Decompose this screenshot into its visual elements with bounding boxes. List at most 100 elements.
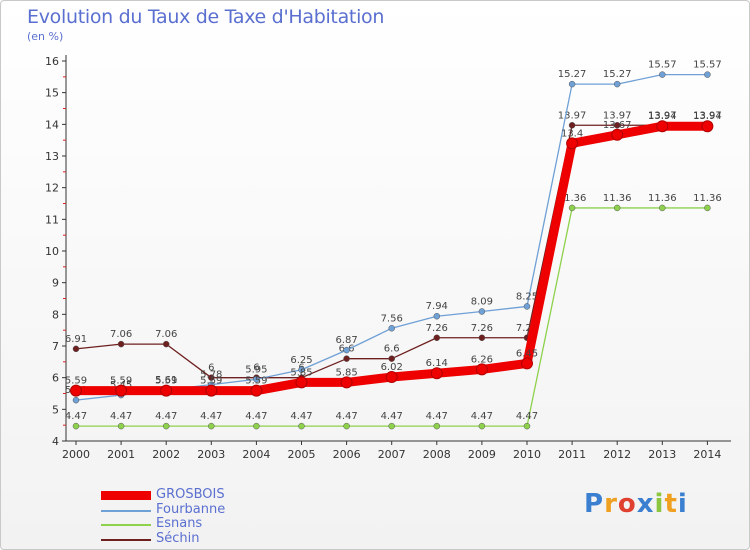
data-label-grosbois: 6.14	[426, 358, 448, 369]
data-point-grosbois	[656, 120, 669, 133]
data-label-fourbanne: 6.87	[335, 335, 357, 346]
data-label-fourbanne: 6.25	[290, 355, 312, 366]
legend-swatch-grosbois	[101, 491, 151, 500]
data-point-esnans	[523, 422, 531, 430]
x-tick-label: 2011	[558, 448, 586, 461]
data-point-grosbois	[385, 371, 398, 384]
data-point-fourbanne	[568, 80, 576, 88]
data-point-esnans	[704, 204, 711, 212]
data-label-grosbois: 5.85	[290, 367, 312, 378]
data-point-s-chin	[478, 334, 486, 342]
y-tick-label: 14	[45, 118, 59, 131]
data-label-s-chin: 7.26	[516, 323, 538, 334]
data-point-fourbanne	[613, 80, 621, 88]
data-point-esnans	[388, 422, 395, 430]
data-label-grosbois: 5.59	[245, 376, 267, 387]
data-label-esnans: 4.47	[155, 411, 177, 422]
data-label-fourbanne: 5.61	[155, 375, 177, 386]
data-label-s-chin: 13.97	[603, 110, 632, 121]
data-label-s-chin: 13.97	[693, 110, 722, 121]
data-label-grosbois: 13.94	[693, 111, 722, 122]
y-tick-label: 4	[52, 435, 59, 448]
data-point-esnans	[613, 204, 621, 212]
data-label-grosbois: 13.4	[561, 128, 583, 139]
data-point-s-chin	[117, 340, 125, 348]
y-tick-label: 9	[52, 277, 59, 290]
legend-swatch-fourbanne	[101, 509, 151, 512]
data-label-s-chin: 6.91	[65, 334, 87, 345]
data-point-grosbois	[475, 363, 488, 376]
data-point-fourbanne	[659, 71, 666, 78]
data-point-fourbanne	[343, 346, 350, 354]
data-label-esnans: 4.47	[290, 411, 312, 422]
x-tick-label: 2004	[242, 448, 270, 461]
data-point-s-chin	[388, 355, 395, 362]
data-label-esnans: 11.36	[558, 193, 587, 204]
data-label-esnans: 11.36	[603, 193, 632, 204]
data-label-s-chin: 6.6	[384, 344, 400, 355]
data-point-esnans	[162, 422, 170, 430]
data-point-grosbois	[611, 128, 624, 141]
data-label-esnans: 4.47	[245, 411, 267, 422]
data-label-s-chin: 7.26	[426, 323, 448, 334]
data-label-grosbois: 5.59	[110, 376, 132, 387]
data-label-s-chin: 13.97	[558, 110, 587, 121]
legend-label-grosbois: GROSBOIS	[156, 487, 225, 502]
x-tick-label: 2000	[62, 448, 90, 461]
x-tick-label: 2010	[513, 448, 541, 461]
data-point-grosbois	[701, 120, 714, 133]
x-tick-label: 2009	[468, 448, 496, 461]
data-label-fourbanne: 5.95	[245, 364, 267, 375]
legend-label-fourbanne: Fourbanne	[156, 501, 226, 517]
data-point-grosbois	[340, 376, 353, 389]
data-point-esnans	[208, 422, 215, 430]
data-label-esnans: 4.47	[471, 411, 493, 422]
data-label-esnans: 4.47	[200, 411, 222, 422]
data-point-fourbanne	[388, 325, 395, 332]
x-tick-label: 2013	[648, 448, 676, 461]
data-point-grosbois	[115, 384, 128, 397]
data-label-fourbanne: 8.09	[471, 296, 493, 307]
data-point-esnans	[568, 204, 576, 212]
data-label-grosbois: 6.26	[471, 354, 493, 365]
data-label-esnans: 11.36	[693, 193, 722, 204]
data-point-s-chin	[568, 122, 576, 129]
data-point-esnans	[253, 422, 260, 430]
data-point-esnans	[117, 422, 125, 430]
data-point-esnans	[72, 422, 80, 430]
x-tick-label: 2001	[107, 448, 135, 461]
data-label-grosbois: 5.59	[155, 376, 177, 387]
data-point-s-chin	[433, 334, 441, 342]
data-point-esnans	[298, 422, 305, 430]
data-point-fourbanne	[72, 396, 80, 404]
data-label-fourbanne: 15.27	[603, 69, 632, 80]
chart-title: Evolution du Taux de Taxe d'Habitation	[27, 6, 385, 28]
data-label-fourbanne: 5.78	[200, 370, 222, 381]
data-point-s-chin	[162, 340, 170, 348]
proxiti-logo: Proxiti	[584, 489, 688, 519]
x-tick-label: 2006	[333, 448, 361, 461]
data-point-s-chin	[343, 355, 350, 362]
data-label-grosbois: 13.94	[648, 111, 677, 122]
data-label-fourbanne: 15.57	[648, 60, 677, 71]
data-label-esnans: 4.47	[426, 411, 448, 422]
data-point-esnans	[478, 422, 486, 430]
y-tick-label: 15	[45, 87, 59, 100]
y-tick-label: 12	[45, 182, 59, 195]
data-point-grosbois	[566, 137, 579, 150]
legend-swatch-esnans	[101, 524, 151, 526]
data-label-grosbois: 6.45	[516, 348, 538, 359]
data-point-grosbois	[70, 384, 82, 397]
data-point-esnans	[433, 422, 441, 430]
data-point-grosbois	[295, 376, 308, 389]
chart-subtitle: (en %)	[27, 30, 64, 43]
data-point-grosbois	[160, 384, 173, 397]
data-label-fourbanne: 15.57	[693, 60, 722, 71]
data-label-esnans: 4.47	[381, 411, 403, 422]
x-tick-label: 2005	[288, 448, 316, 461]
data-point-fourbanne	[433, 312, 441, 320]
x-tick-label: 2007	[378, 448, 406, 461]
y-tick-label: 13	[45, 150, 59, 163]
